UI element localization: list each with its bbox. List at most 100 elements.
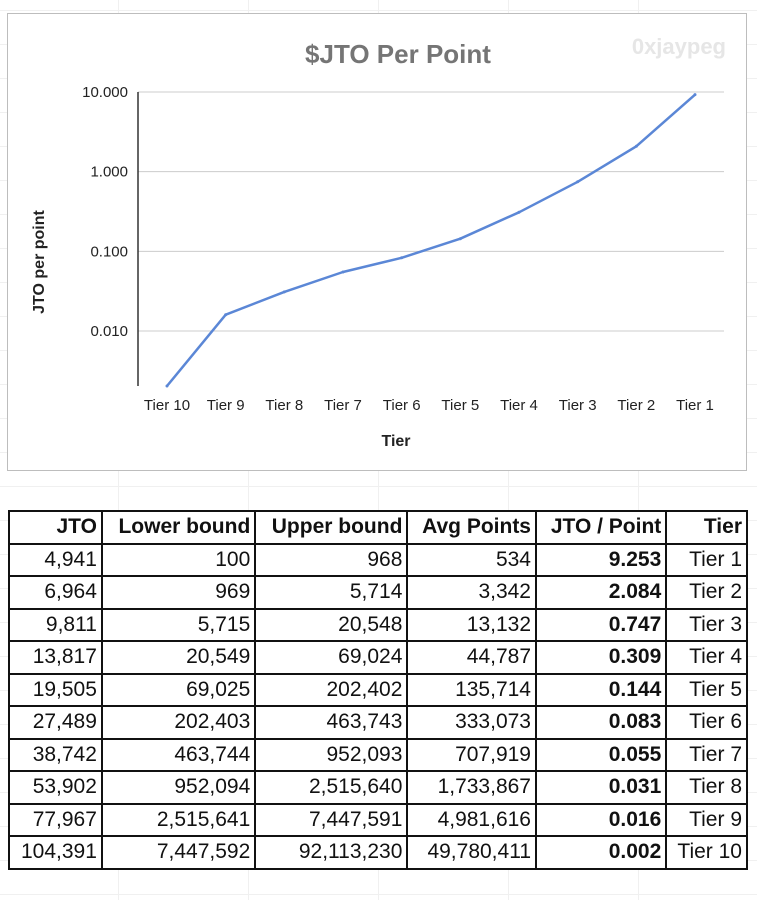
data-point (458, 237, 462, 241)
column-header: JTO / Point (534, 510, 668, 545)
table-cell: Tier 6 (665, 705, 748, 740)
table-cell: 135,714 (406, 672, 537, 707)
x-tick-label: Tier 3 (559, 397, 597, 414)
x-tick-label: Tier 7 (324, 397, 362, 414)
chart-container[interactable]: $JTO Per Point 10.000 1.000 0.100 0.010 Tie… (7, 13, 747, 471)
table-cell: 92,113,230 (254, 835, 409, 870)
x-axis-label: Tier (381, 433, 410, 450)
table-row: 38,742 463,744 952,093 707,919 0.055 Tier 7 (8, 737, 748, 772)
line-chart: $JTO Per Point 10.000 1.000 0.100 0.010 Tie… (31, 39, 724, 450)
table-cell: 534 (406, 542, 537, 577)
y-tick-label: 1.000 (90, 164, 128, 181)
table-cell: 49,780,411 (406, 835, 537, 870)
table-cell: 69,024 (254, 640, 409, 675)
table-cell: Tier 4 (665, 640, 748, 675)
column-header: Lower bound (100, 510, 257, 545)
table-cell: 13,817 (8, 640, 103, 675)
x-tick-label: Tier 6 (383, 397, 421, 414)
data-point (576, 180, 580, 184)
column-header: Upper bound (254, 510, 409, 545)
table-cell: 0.309 (534, 640, 668, 675)
data-point (165, 384, 169, 388)
table-cell: 77,967 (8, 802, 103, 837)
table-cell: Tier 2 (665, 575, 748, 610)
table-cell: 3,342 (406, 575, 537, 610)
series-points (165, 93, 697, 388)
table-cell: 9.253 (534, 542, 668, 577)
table-row: 9,811 5,715 20,548 13,132 0.747 Tier 3 (8, 607, 748, 642)
table-cell: 1,733,867 (406, 770, 537, 805)
x-tick-label: Tier 10 (144, 397, 190, 414)
watermark-text: 0xjaypeg (631, 34, 726, 59)
x-tick-label: Tier 1 (676, 397, 714, 414)
table-cell: 20,548 (254, 607, 409, 642)
data-point (634, 144, 638, 148)
column-header: JTO (8, 510, 103, 545)
chart-title: $JTO Per Point (305, 39, 491, 69)
table-cell: 202,402 (254, 672, 409, 707)
table-cell: Tier 1 (665, 542, 748, 577)
table-cell: 2,515,640 (254, 770, 409, 805)
table-cell: 463,743 (254, 705, 409, 740)
y-tick-label: 10.000 (82, 84, 128, 101)
jto-tier-table: JTO Lower bound Upper bound Avg Points JTO /… (8, 510, 748, 870)
table-cell: 104,391 (8, 835, 103, 870)
table-cell: Tier 10 (665, 835, 748, 870)
table-row: 6,964 969 5,714 3,342 2.084 Tier 2 (8, 575, 748, 610)
y-tick-label: 0.010 (90, 323, 128, 340)
table-row: 104,391 7,447,592 92,113,230 49,780,411 0.00… (8, 835, 748, 870)
table-cell: 952,094 (100, 770, 257, 805)
x-tick-label: Tier 9 (207, 397, 245, 414)
table-cell: 27,489 (8, 705, 103, 740)
y-axis-ticks: 10.000 1.000 0.100 0.010 (82, 84, 128, 340)
gridlines (138, 91, 724, 332)
table-row: 53,902 952,094 2,515,640 1,733,867 0.031 Tier… (8, 770, 748, 805)
table-cell: 19,505 (8, 672, 103, 707)
table-row: 4,941 100 968 534 9.253 Tier 1 (8, 542, 748, 577)
y-axis-label: JTO per point (31, 209, 48, 313)
table-cell: Tier 9 (665, 802, 748, 837)
table-cell: 53,902 (8, 770, 103, 805)
data-point (224, 313, 228, 317)
table-row: 27,489 202,403 463,743 333,073 0.083 Tier 6 (8, 705, 748, 740)
table-cell: 5,714 (254, 575, 409, 610)
table-cell: 7,447,591 (254, 802, 409, 837)
x-axis-ticks: Tier 10 Tier 9 Tier 8 Tier 7 Tier 6 Tier 5 Tie… (144, 397, 714, 414)
table-row: 19,505 69,025 202,402 135,714 0.144 Tier 5 (8, 672, 748, 707)
table-row: 13,817 20,549 69,024 44,787 0.309 Tier 4 (8, 640, 748, 675)
table-cell: 6,964 (8, 575, 103, 610)
table-cell: 69,025 (100, 672, 257, 707)
x-tick-label: Tier 8 (265, 397, 303, 414)
column-header: Avg Points (406, 510, 537, 545)
table-cell: 100 (100, 542, 257, 577)
table-header-row: JTO Lower bound Upper bound Avg Points JTO /… (8, 510, 748, 545)
data-point (341, 270, 345, 274)
table-cell: 13,132 (406, 607, 537, 642)
table-cell: 463,744 (100, 737, 257, 772)
table-cell: Tier 7 (665, 737, 748, 772)
table-cell: 952,093 (254, 737, 409, 772)
data-point (400, 256, 404, 260)
data-point (282, 290, 286, 294)
table-cell: 9,811 (8, 607, 103, 642)
table-cell: 44,787 (406, 640, 537, 675)
x-tick-label: Tier 5 (441, 397, 479, 414)
table-cell: 968 (254, 542, 409, 577)
table-cell: 7,447,592 (100, 835, 257, 870)
table-cell: 0.002 (534, 835, 668, 870)
table-cell: 333,073 (406, 705, 537, 740)
data-point (693, 93, 697, 97)
table-cell: 4,981,616 (406, 802, 537, 837)
data-point (517, 210, 521, 214)
x-tick-label: Tier 2 (617, 397, 655, 414)
table-body: 4,941 100 968 534 9.253 Tier 1 6,964 969 5,714 3,… (8, 542, 748, 870)
table-cell: 0.747 (534, 607, 668, 642)
y-tick-label: 0.100 (90, 243, 128, 260)
table-cell: 707,919 (406, 737, 537, 772)
table-cell: 2,515,641 (100, 802, 257, 837)
table-cell: Tier 8 (665, 770, 748, 805)
table-cell: Tier 5 (665, 672, 748, 707)
table-cell: Tier 3 (665, 607, 748, 642)
table-cell: 4,941 (8, 542, 103, 577)
table-cell: 0.083 (534, 705, 668, 740)
